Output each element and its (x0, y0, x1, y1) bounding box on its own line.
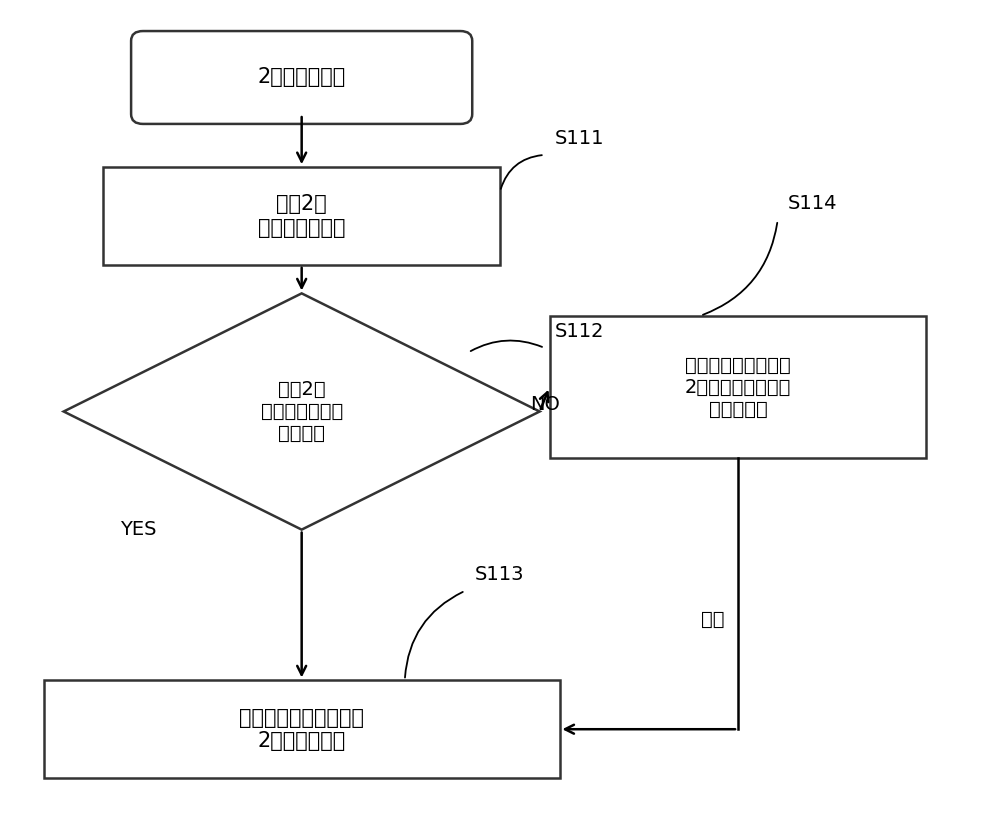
Text: S111: S111 (555, 129, 604, 148)
Text: 判断2台
压缩机的相位角
是否一致: 判断2台 压缩机的相位角 是否一致 (261, 380, 343, 443)
Text: NO: NO (530, 396, 560, 415)
Text: S113: S113 (475, 565, 525, 584)
FancyBboxPatch shape (131, 31, 472, 124)
Text: 相位角控制程序控制
2台压缩机的相位角
，使之一致: 相位角控制程序控制 2台压缩机的相位角 ，使之一致 (685, 356, 791, 419)
FancyBboxPatch shape (550, 316, 926, 458)
Text: 2台压缩机运行: 2台压缩机运行 (258, 67, 346, 87)
Text: YES: YES (120, 520, 156, 539)
Text: 常规运行控制程序控制
2台压缩机运行: 常规运行控制程序控制 2台压缩机运行 (239, 708, 364, 751)
FancyBboxPatch shape (103, 167, 500, 265)
FancyBboxPatch shape (44, 681, 560, 778)
Text: S114: S114 (788, 194, 837, 213)
Text: S112: S112 (555, 322, 604, 342)
Text: 完成: 完成 (701, 610, 725, 629)
Text: 检测2台
压缩机的相位角: 检测2台 压缩机的相位角 (258, 194, 345, 238)
Polygon shape (64, 293, 540, 530)
